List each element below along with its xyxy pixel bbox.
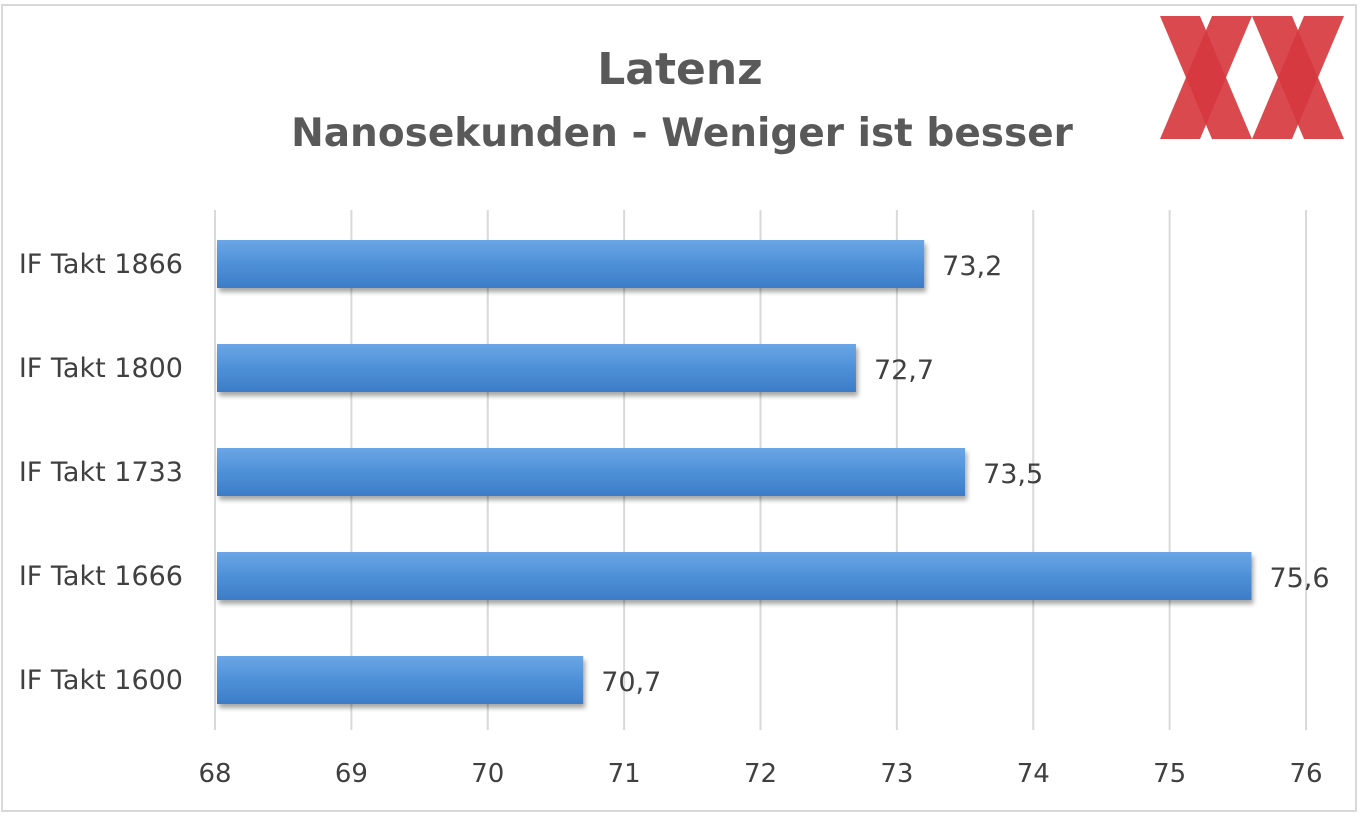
bar	[217, 656, 584, 704]
bar	[217, 448, 966, 496]
data-label: 72,7	[874, 355, 934, 386]
category-label: IF Takt 1866	[19, 249, 183, 280]
x-tick-label: 75	[1153, 759, 1186, 789]
bars	[217, 240, 1252, 704]
x-tick-label: 71	[608, 759, 641, 789]
x-tick-label: 73	[880, 759, 913, 789]
category-label: IF Takt 1733	[19, 457, 183, 488]
xx-logo-icon	[1160, 16, 1344, 146]
chart-title: Latenz	[597, 44, 763, 95]
x-tick-label: 68	[198, 759, 231, 789]
data-label: 70,7	[601, 667, 661, 698]
category-label: IF Takt 1666	[19, 561, 183, 592]
x-tick-label: 69	[335, 759, 368, 789]
data-label: 73,2	[942, 251, 1002, 282]
gridlines	[214, 210, 1307, 730]
bar	[217, 344, 856, 392]
data-label: 75,6	[1269, 563, 1329, 594]
x-tick-label: 76	[1289, 759, 1322, 789]
x-tick-label: 72	[744, 759, 777, 789]
x-tick-label: 74	[1017, 759, 1050, 789]
data-label: 73,5	[983, 459, 1043, 490]
labels: 68 69 70 71 72 73 74 75 76 IF Takt 1866 73,2 IF Tak…	[19, 249, 1330, 789]
chart-subtitle: Nanosekunden - Weniger ist besser	[291, 111, 1073, 156]
x-tick-label: 70	[471, 759, 504, 789]
bar	[217, 552, 1252, 600]
category-label: IF Takt 1800	[19, 353, 183, 384]
category-label: IF Takt 1600	[19, 665, 183, 696]
bar	[217, 240, 925, 288]
